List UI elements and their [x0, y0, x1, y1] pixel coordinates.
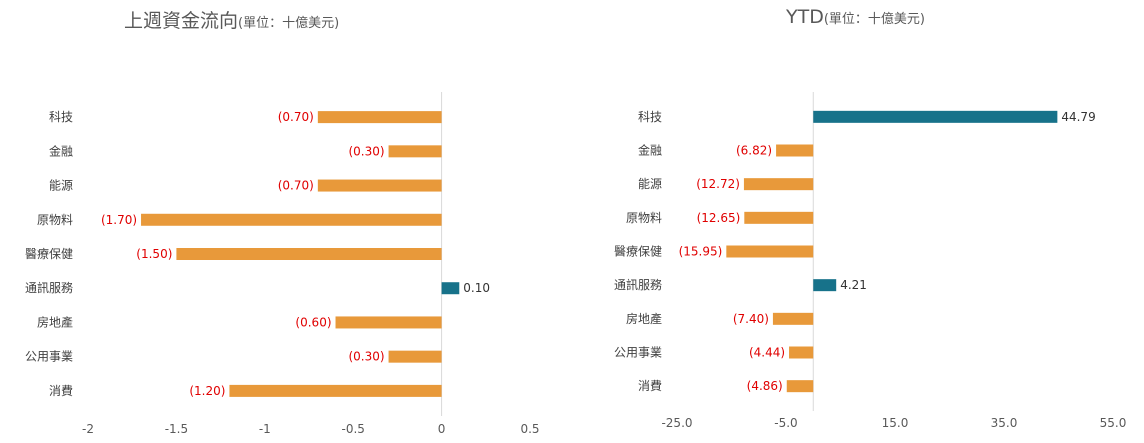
ytd-category-label: 原物料 — [626, 211, 662, 225]
ytd-x-tick-label: 35.0 — [991, 416, 1018, 430]
weekly-x-tick-label: 0.5 — [520, 422, 539, 436]
ytd-bar — [772, 312, 814, 325]
ytd-bar — [726, 245, 814, 258]
weekly-value-label: (1.50) — [136, 247, 172, 261]
ytd-x-tick-label: -25.0 — [661, 416, 692, 430]
weekly-category-label: 公用事業 — [25, 350, 73, 364]
weekly-bar — [441, 282, 460, 295]
weekly-bar — [317, 111, 442, 124]
chart-title-weekly: 上週資金流向(單位：十億美元) — [124, 6, 339, 33]
ytd-category-label: 醫療保健 — [614, 245, 662, 259]
weekly-x-tick-label: -2 — [82, 422, 94, 436]
chart-title-ytd-main: YTD — [786, 6, 824, 28]
weekly-category-label: 原物料 — [37, 213, 73, 227]
ytd-x-tick-label: 55.0 — [1100, 416, 1127, 430]
ytd-value-label: (12.65) — [697, 211, 741, 225]
ytd-bar — [813, 110, 1058, 123]
weekly-value-label: (1.70) — [101, 213, 137, 227]
ytd-category-label: 房地產 — [626, 311, 662, 326]
ytd-category-label: 金融 — [638, 143, 662, 158]
weekly-bar — [317, 179, 442, 192]
ytd-category-label: 科技 — [638, 110, 662, 124]
ytd-value-label: (15.95) — [679, 245, 723, 259]
weekly-bar — [229, 384, 442, 397]
ytd-bar — [789, 346, 814, 359]
chart-title-weekly-unit: (單位：十億美元) — [238, 16, 340, 31]
weekly-category-label: 消費 — [49, 383, 73, 398]
weekly-value-label: (1.20) — [189, 384, 225, 398]
ytd-bar — [776, 144, 814, 157]
weekly-value-label: (0.70) — [278, 110, 314, 124]
ytd-bar — [813, 279, 837, 292]
weekly-x-tick-label: -0.5 — [341, 422, 364, 436]
weekly-bar — [388, 350, 442, 363]
weekly-value-label: 0.10 — [463, 281, 490, 295]
ytd-x-tick-label: -5.0 — [774, 416, 797, 430]
chart-title-ytd-unit: (單位：十億美元) — [823, 12, 925, 27]
weekly-bar — [176, 248, 442, 260]
weekly-bar — [335, 316, 442, 329]
ytd-category-label: 能源 — [638, 177, 662, 191]
weekly-x-tick-label: -1 — [259, 422, 271, 436]
ytd-category-label: 消費 — [638, 378, 662, 393]
ytd-value-label: (4.86) — [747, 379, 783, 393]
weekly-x-tick-label: -1.5 — [165, 422, 188, 436]
ytd-value-label: (6.82) — [736, 144, 772, 158]
chart-title-weekly-main: 上週資金流向 — [124, 10, 239, 32]
ytd-bar — [786, 380, 814, 393]
ytd-value-label: (7.40) — [733, 312, 769, 326]
weekly-category-label: 科技 — [49, 110, 73, 124]
weekly-value-label: (0.30) — [348, 144, 384, 158]
ytd-value-label: (4.44) — [749, 346, 785, 360]
weekly-bar — [141, 213, 442, 226]
ytd-bar — [743, 178, 814, 191]
ytd-x-tick-label: 15.0 — [882, 416, 909, 430]
weekly-category-label: 能源 — [49, 179, 73, 193]
weekly-category-label: 金融 — [49, 143, 73, 158]
ytd-value-label: 4.21 — [840, 278, 867, 292]
ytd-value-label: (12.72) — [696, 177, 740, 191]
weekly-category-label: 醫療保健 — [25, 247, 73, 261]
ytd-value-label: 44.79 — [1061, 110, 1095, 124]
ytd-bar — [744, 211, 814, 224]
chart-title-ytd: YTD(單位：十億美元) — [786, 6, 925, 28]
weekly-bar — [388, 145, 442, 158]
weekly-value-label: (0.70) — [278, 179, 314, 193]
weekly-category-label: 通訊服務 — [25, 280, 73, 295]
weekly-category-label: 房地產 — [37, 314, 73, 329]
ytd-category-label: 通訊服務 — [614, 277, 662, 292]
weekly-value-label: (0.30) — [348, 350, 384, 364]
ytd-category-label: 公用事業 — [614, 346, 662, 360]
weekly-value-label: (0.60) — [295, 315, 331, 329]
weekly-x-tick-label: 0 — [438, 422, 446, 436]
